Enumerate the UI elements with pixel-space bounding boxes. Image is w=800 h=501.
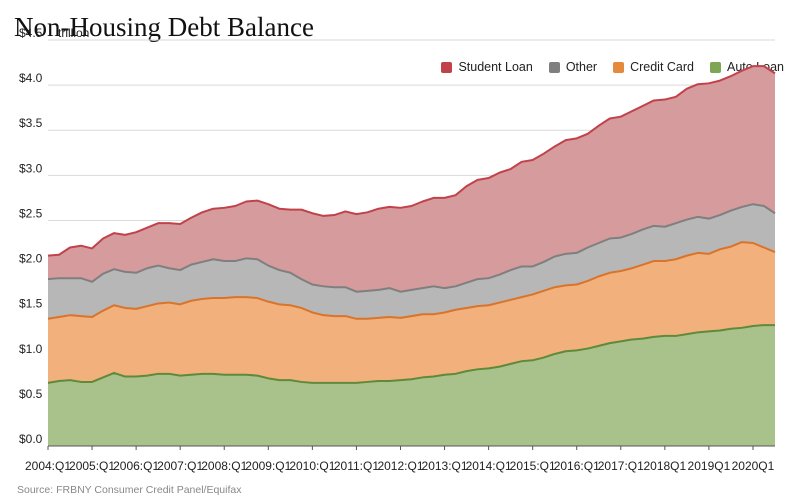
x-tick-label: 2006:Q1 (113, 459, 159, 473)
legend-label-other: Other (565, 60, 598, 74)
x-tick-label: 2013:Q1 (422, 459, 468, 473)
y-unit-label: trillion (58, 26, 89, 40)
area-auto-loan (48, 325, 775, 446)
source-note: Source: FRBNY Consumer Credit Panel/Equi… (17, 484, 242, 496)
y-tick-label: $0.0 (19, 432, 43, 446)
x-tick-label: 2010:Q1 (289, 459, 335, 473)
legend-swatch-other (548, 61, 560, 73)
x-tick-label: 2018Q1 (643, 459, 686, 473)
line-other (47, 203, 776, 293)
legend-item-credit-card[interactable]: Credit Card (613, 60, 694, 74)
line-credit-card (47, 241, 776, 320)
legend-swatch-auto-loan (710, 61, 721, 73)
x-tick-label: 2015:Q1 (510, 459, 556, 473)
y-tick-label: $3.0 (19, 161, 43, 175)
y-tick-label: $3.5 (19, 116, 43, 130)
stacked-areas (48, 66, 775, 446)
x-tick-label: 2011:Q1 (334, 459, 379, 473)
legend-label-student-loan: Student Loan (458, 60, 533, 74)
legend-label-credit-card: Credit Card (630, 60, 694, 74)
y-tick-label: $0.5 (19, 387, 43, 401)
legend-swatch-student-loan (441, 61, 453, 73)
line-student-loan (47, 65, 776, 257)
chart-title: Non-Housing Debt Balance (14, 12, 314, 42)
x-tick-label: 2009:Q1 (245, 459, 291, 473)
x-tick-label: 2016:Q1 (554, 459, 600, 473)
x-tick-label: 2012:Q1 (377, 459, 423, 473)
y-axis-ticks: $0.0 $0.5 $1.0 $1.5 $2.0 $2.5 $3.0 $3.5 $4.0 $4.5… (19, 26, 89, 446)
x-tick-label: 2020Q1 (732, 459, 775, 473)
y-tick-label: $4.5 (19, 26, 43, 40)
legend-swatch-credit-card (613, 61, 625, 73)
series-lines (47, 65, 776, 384)
y-tick-label: $1.0 (19, 342, 43, 356)
x-tick-label: 2004:Q1 (25, 459, 71, 473)
x-axis-ticks: 2004:Q12005:Q12006:Q12007:Q12008:Q12009:… (25, 446, 775, 473)
y-tick-label: $1.5 (19, 297, 43, 311)
y-tick-label: $2.0 (19, 252, 43, 266)
legend-item-other[interactable]: Other (548, 60, 598, 74)
x-tick-label: 2007:Q1 (157, 459, 203, 473)
x-tick-label: 2017:Q1 (598, 459, 644, 473)
line-auto-loan (47, 324, 775, 384)
x-tick-label: 2019Q1 (688, 459, 731, 473)
legend-item-student-loan[interactable]: Student Loan (441, 60, 533, 74)
x-tick-label: 2014:Q1 (466, 459, 512, 473)
x-tick-label: 2005:Q1 (69, 459, 115, 473)
legend: Student Loan Other Credit Card Auto Loan (441, 60, 784, 74)
y-tick-label: $2.5 (19, 206, 43, 220)
x-tick-label: 2008:Q1 (201, 459, 247, 473)
y-tick-label: $4.0 (19, 71, 43, 85)
